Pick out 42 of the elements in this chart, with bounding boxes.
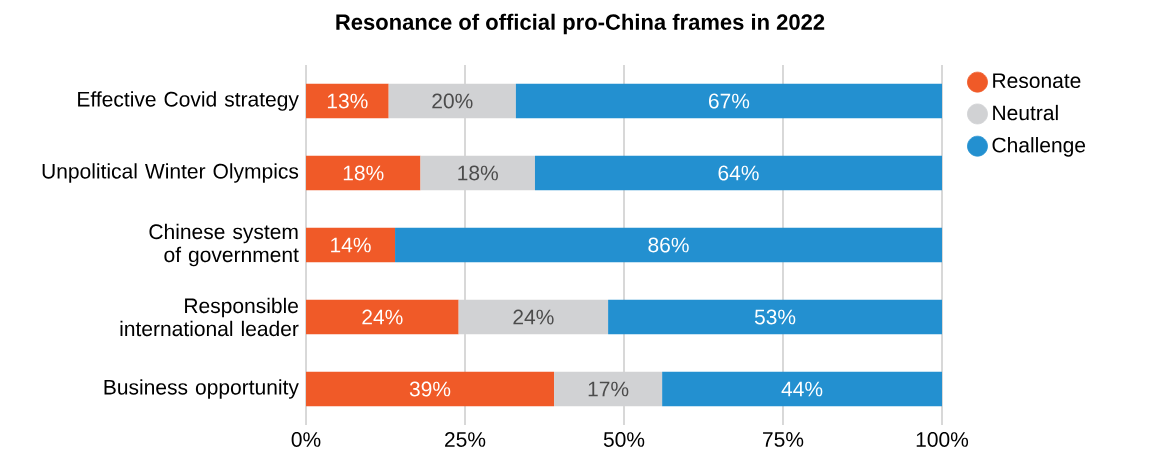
x-tick-label: 75%	[763, 432, 804, 447]
bar	[554, 371, 663, 407]
data-label: 67%	[708, 93, 750, 109]
bar	[395, 227, 942, 263]
bar	[608, 299, 942, 335]
bar	[420, 155, 535, 191]
bar	[306, 227, 396, 263]
bar	[306, 155, 421, 191]
chart-title: Resonance of official pro-China frames in 2022	[336, 13, 825, 35]
bar	[306, 83, 389, 119]
data-label: 24%	[513, 309, 554, 325]
y-tick-label: Business opportunity	[104, 379, 299, 399]
legend-label: Challenge	[992, 137, 1086, 157]
bar	[306, 299, 459, 335]
bar	[534, 155, 942, 191]
bar	[662, 371, 942, 407]
data-label: 14%	[331, 237, 371, 253]
legend-label: Neutral	[993, 104, 1058, 121]
x-tick-label: 50%	[603, 432, 645, 447]
bar	[388, 83, 516, 119]
data-label: 44%	[781, 381, 823, 397]
y-tick-label: Effective Covid strategy	[78, 91, 299, 111]
data-label: 24%	[362, 309, 403, 325]
x-tick-label: 25%	[445, 432, 486, 447]
x-tick-label: 0%	[291, 432, 321, 447]
bar	[458, 299, 609, 335]
legend-label: Resonate	[993, 73, 1081, 89]
data-label: 53%	[754, 309, 796, 325]
data-label: 20%	[432, 93, 473, 109]
y-tick-label: Unpolitical Winter Olympics	[42, 163, 299, 183]
bar	[515, 83, 942, 119]
data-label: 18%	[343, 165, 384, 181]
y-tick-label: Responsible international leader	[120, 297, 299, 337]
data-label: 13%	[327, 93, 368, 109]
bar	[306, 371, 555, 407]
x-tick-label: 100%	[916, 432, 969, 447]
y-tick-label: Chinese system of government	[149, 223, 299, 267]
data-label: 18%	[458, 165, 498, 181]
data-label: 64%	[718, 165, 759, 181]
data-label: 17%	[588, 381, 629, 397]
data-label: 39%	[409, 381, 451, 397]
data-label: 86%	[648, 237, 689, 253]
